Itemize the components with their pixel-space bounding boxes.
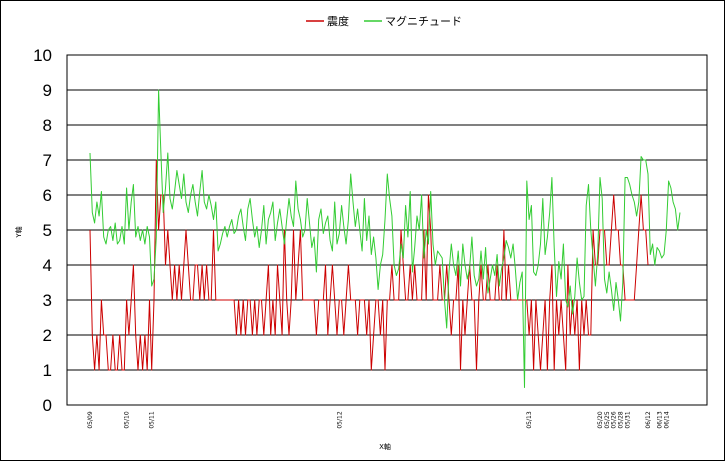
x-tick-label: 05/20 (597, 411, 604, 428)
series-lines (89, 89, 681, 388)
y-axis-ticks: 0 1 2 3 4 5 6 7 8 9 10 (33, 46, 52, 415)
x-tick-label: 06/12 (645, 411, 652, 428)
y-tick-label: 5 (43, 221, 52, 240)
plot-area (66, 54, 708, 406)
x-tick-label: 05/31 (624, 411, 631, 428)
x-tick-label: 05/25 (604, 411, 611, 428)
x-axis-ticks: 05/09 05/10 05/11 05/12 05/13 05/20 05/25 05/26… (87, 411, 670, 428)
series-line-0 (89, 159, 649, 371)
x-tick-label: 05/12 (336, 411, 343, 428)
y-tick-label: 1 (43, 361, 52, 380)
legend: 震度 マグニチュード (306, 14, 462, 28)
y-tick-label: 4 (43, 256, 52, 275)
y-tick-label: 2 (43, 326, 52, 345)
x-axis-label: X軸 (379, 442, 391, 451)
y-tick-label: 3 (43, 291, 52, 310)
y-tick-label: 0 (43, 396, 52, 415)
x-tick-label: 05/11 (149, 411, 156, 428)
x-tick-label: 05/26 (611, 411, 618, 428)
x-tick-label: 05/10 (124, 411, 131, 428)
legend-label-series-1: マグニチュード (385, 14, 462, 28)
y-tick-label: 10 (33, 46, 52, 65)
y-tick-label: 7 (43, 151, 52, 170)
x-tick-label: 05/13 (526, 411, 533, 428)
y-tick-label: 6 (43, 186, 52, 205)
x-tick-label: 05/28 (618, 411, 625, 428)
y-tick-label: 8 (43, 116, 52, 135)
x-tick-label: 06/14 (663, 411, 670, 428)
series-line-1 (89, 89, 681, 388)
legend-label-series-0: 震度 (327, 14, 349, 28)
x-tick-label: 06/13 (656, 411, 663, 428)
y-tick-label: 9 (43, 81, 52, 100)
y-axis-label: Y軸 (14, 226, 23, 238)
x-tick-label: 05/09 (87, 411, 94, 428)
